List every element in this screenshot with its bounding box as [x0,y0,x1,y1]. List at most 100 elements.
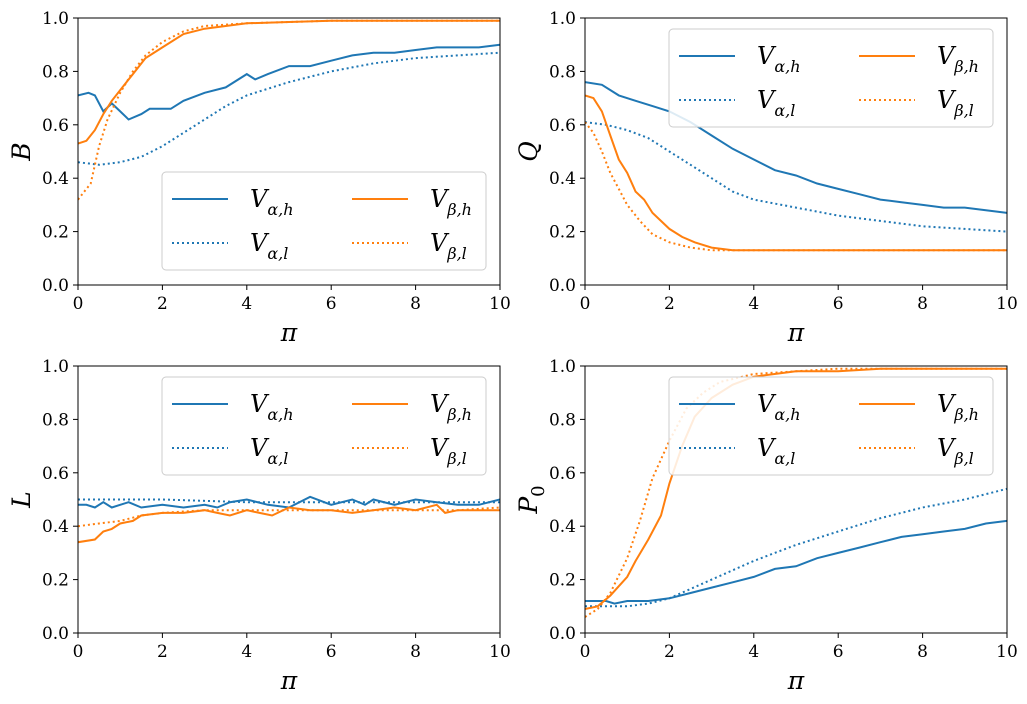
y-tick-label: 0.4 [549,169,576,189]
chart-panel-top-right: 0 2 4 6 8 100.00.20.40.60.81.0πQVα,hVα,lVβ,hV… [514,9,1018,347]
y-tick-label: 0.6 [42,116,69,136]
x-tick-label: 2 [157,294,168,314]
x-tick-label: 10 [489,642,511,662]
legend-label-main: V [430,185,450,213]
legend-label-sub: α,l [267,244,288,263]
plot-frame [77,17,501,286]
legend-label-main: V [937,390,957,418]
series-line-blue-dotted [78,498,500,504]
x-tick-label: 10 [996,294,1018,314]
legend: Vα,hVα,lVβ,hVβ,l [161,376,487,476]
y-tick-label: 0.0 [549,276,576,296]
y-axis-label: B [7,142,36,161]
x-tick-label: 0 [73,294,84,314]
x-tick-label: 8 [410,642,421,662]
legend-label-sub: α,h [267,200,293,219]
legend-label: Vβ,l [937,86,974,120]
legend-label-main: V [430,390,450,418]
y-tick-label: 0.6 [42,464,69,484]
legend-label: Vα,l [250,229,288,263]
legend-label-sub: α,h [774,405,800,424]
x-tick-label: 6 [326,642,337,662]
legend-label-main: V [937,42,957,70]
y-tick-label: 0.6 [549,116,576,136]
x-tick-label: 4 [241,642,252,662]
y-axis-label-main: B [7,142,36,161]
plot-frame [584,365,1008,634]
legend-label-main: V [937,434,957,462]
x-tick-label: 0 [580,642,591,662]
legend-label-sub: β,l [446,449,466,468]
y-tick-label: 0.8 [42,410,69,430]
series-line-blue-dotted [585,487,1007,608]
legend-label-main: V [250,390,270,418]
legend-label: Vβ,h [430,390,472,424]
x-tick-label: 8 [410,294,421,314]
series-line-blue-dotted [78,51,500,166]
legend-box [668,28,994,128]
y-tick-label: 1.0 [549,9,576,29]
legend-label-main: V [250,229,270,257]
y-axis-label: P0 [514,485,549,514]
y-tick-label: 1.0 [42,9,69,29]
legend-label: Vβ,h [937,42,979,76]
x-tick-label: 2 [157,642,168,662]
legend-box [668,376,994,476]
legend-label-sub: α,h [774,57,800,76]
x-tick-label: 8 [917,642,928,662]
x-axis-label: π [280,318,298,347]
x-tick-label: 10 [996,642,1018,662]
x-tick-label: 6 [833,642,844,662]
legend: Vα,hVα,lVβ,hVβ,l [668,28,994,128]
series-line-blue-solid [585,81,1007,214]
legend-label: Vα,l [757,434,795,468]
x-tick-label: 8 [917,294,928,314]
series-line-orange-solid [78,503,500,544]
y-tick-label: 0.2 [42,571,69,591]
y-tick-label: 0.0 [42,276,69,296]
legend-label: Vβ,l [937,434,974,468]
legend-label-sub: β,l [953,101,973,120]
legend-label: Vα,h [757,42,801,76]
series-line-orange-dotted [78,506,500,528]
legend-label-main: V [757,42,777,70]
y-tick-label: 0.0 [549,624,576,644]
x-tick-label: 2 [664,294,675,314]
legend-label-main: V [430,434,450,462]
legend-label-sub: β,h [446,405,472,424]
y-tick-label: 0.4 [42,169,69,189]
y-tick-label: 1.0 [549,357,576,377]
legend-label: Vα,l [250,434,288,468]
x-tick-label: 0 [73,642,84,662]
x-axis-label: π [787,666,805,695]
legend-label-main: V [250,185,270,213]
legend-label-sub: β,l [953,449,973,468]
x-tick-label: 10 [489,294,511,314]
series-line-blue-dotted [585,121,1007,233]
legend-label-sub: α,l [774,101,795,120]
y-tick-label: 0.2 [549,571,576,591]
legend-label-main: V [757,434,777,462]
legend-label-main: V [757,390,777,418]
legend-label-sub: β,l [446,244,466,263]
legend-label-main: V [430,229,450,257]
series-line-orange-dotted [585,121,1007,252]
y-tick-label: 0.4 [549,517,576,537]
series-line-orange-dotted [78,19,500,201]
plot-frame [584,17,1008,286]
legend-label-main: V [757,86,777,114]
legend-label: Vα,h [250,185,294,219]
x-tick-label: 6 [833,294,844,314]
x-tick-label: 4 [748,294,759,314]
x-tick-label: 0 [580,294,591,314]
series-line-orange-solid [78,19,500,145]
y-tick-label: 0.2 [42,223,69,243]
y-tick-label: 0.8 [42,62,69,82]
x-axis-label: π [280,666,298,695]
y-axis-label-sub: 0 [528,485,549,496]
y-tick-label: 1.0 [42,357,69,377]
legend-box [161,171,487,271]
series-line-blue-solid [78,43,500,121]
legend-label-main: V [937,86,957,114]
chart-panel-bottom-left: 0 2 4 6 8 100.00.20.40.60.81.0πLVα,hVα,lVβ,hV… [7,357,511,695]
